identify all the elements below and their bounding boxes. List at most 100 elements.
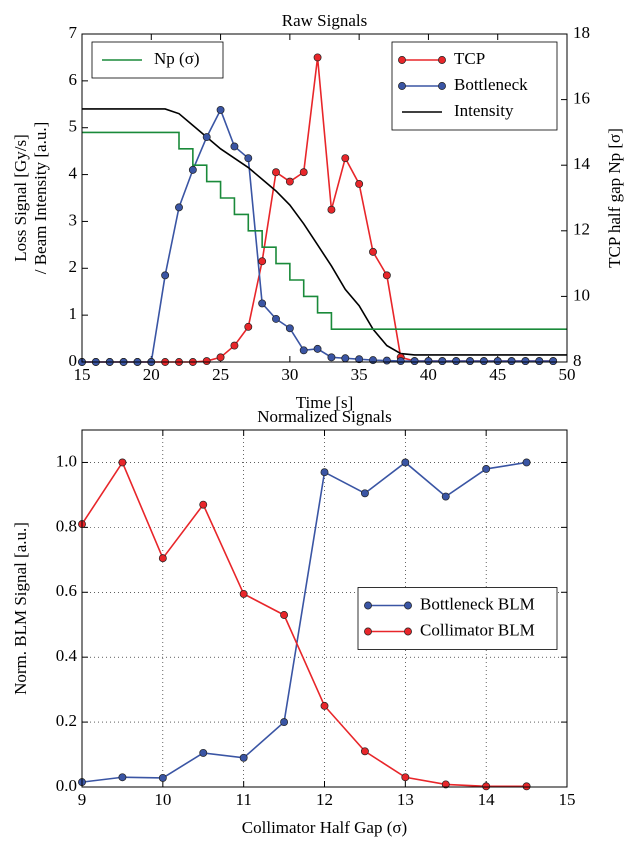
data-point: [355, 355, 364, 364]
y-axis-label: / Beam Intensity [a.u.]: [31, 122, 50, 275]
y2-axis-label: TCP half gap Np [σ]: [605, 128, 624, 268]
data-point: [424, 357, 433, 366]
legend-label: Np (σ): [154, 49, 200, 68]
data-point: [320, 468, 329, 477]
y2-tick-label: 8: [573, 351, 582, 370]
y-tick-label: 3: [69, 210, 78, 229]
data-point: [521, 357, 530, 366]
y2-tick-label: 14: [573, 154, 591, 173]
x-tick-label: 45: [489, 365, 506, 384]
data-point: [401, 458, 410, 467]
series-line: [81, 460, 527, 788]
y-tick-label: 0: [69, 351, 78, 370]
y2-tick-label: 18: [573, 23, 590, 42]
x-tick-label: 15: [559, 790, 576, 809]
data-point: [313, 344, 322, 353]
data-point: [482, 464, 491, 473]
data-point: [161, 271, 170, 280]
legend-marker: [364, 601, 372, 610]
data-point: [258, 257, 267, 266]
legend-label: TCP: [454, 49, 485, 68]
x-tick-label: 14: [478, 790, 496, 809]
data-point: [396, 357, 405, 366]
data-point: [199, 500, 208, 509]
x-tick-label: 50: [559, 365, 576, 384]
data-point: [401, 773, 410, 782]
data-point: [199, 748, 208, 757]
y-tick-label: 2: [69, 257, 78, 276]
data-point: [216, 353, 225, 362]
data-point: [299, 168, 308, 177]
legend-box: [357, 587, 558, 650]
data-point: [341, 154, 350, 163]
y-tick-label: 7: [69, 23, 78, 42]
data-point: [410, 357, 419, 366]
data-point: [280, 611, 289, 619]
legend-marker: [438, 56, 446, 64]
legend-marker: [398, 82, 406, 90]
legend-marker: [404, 627, 412, 636]
data-point: [341, 354, 350, 363]
data-point: [482, 782, 491, 791]
data-point: [188, 165, 197, 174]
legend-label: Intensity: [454, 101, 514, 120]
data-point: [441, 492, 450, 501]
data-point: [549, 357, 558, 366]
x-tick-label: 12: [316, 790, 333, 809]
legend-label: Bottleneck: [454, 75, 528, 94]
data-point: [118, 773, 127, 782]
data-point: [327, 353, 336, 362]
legend-marker: [364, 627, 372, 636]
legend-label: Bottleneck BLM: [420, 594, 535, 613]
series-line: [82, 108, 567, 356]
y-tick-label: 4: [69, 163, 78, 182]
y-axis-label: Norm. BLM Signal [a.u.]: [11, 522, 30, 695]
series-line: [81, 461, 527, 783]
data-point: [452, 357, 461, 366]
data-point: [118, 458, 127, 467]
plot-frame: [81, 429, 568, 788]
data-point: [466, 357, 474, 366]
data-point: [202, 133, 211, 142]
x-tick-label: 13: [397, 790, 414, 809]
data-point: [360, 489, 369, 498]
y-tick-label: 0.2: [56, 711, 77, 730]
data-point: [327, 205, 336, 214]
data-point: [258, 299, 267, 308]
data-point: [216, 105, 225, 114]
x-tick-label: 15: [74, 365, 91, 384]
y-tick-label: 0.4: [56, 646, 78, 665]
y-tick-label: 0.8: [56, 516, 77, 535]
data-point: [382, 356, 391, 365]
data-point: [230, 341, 239, 350]
legend-label: Collimator BLM: [420, 620, 535, 639]
data-point: [175, 203, 183, 212]
data-point: [438, 357, 447, 366]
series-line: [82, 131, 567, 330]
y2-tick-label: 12: [573, 220, 590, 239]
y-tick-label: 6: [69, 70, 78, 89]
y-tick-label: 1: [69, 304, 78, 323]
legend-marker: [438, 82, 446, 90]
data-point: [355, 179, 364, 188]
data-point: [285, 324, 294, 333]
data-point: [369, 356, 377, 365]
data-point: [382, 271, 391, 280]
data-point: [535, 357, 544, 366]
data-point: [522, 782, 531, 791]
data-point: [360, 747, 369, 756]
data-point: [493, 357, 502, 366]
data-point: [280, 718, 289, 727]
data-point: [239, 589, 248, 598]
y2-tick-label: 16: [573, 89, 590, 108]
data-point: [158, 554, 167, 563]
data-point: [507, 357, 516, 366]
data-point: [230, 142, 239, 151]
x-tick-label: 40: [420, 365, 437, 384]
x-tick-label: 9: [78, 790, 87, 809]
data-point: [441, 780, 450, 789]
chart-title: Raw Signals: [282, 11, 367, 30]
data-point: [202, 357, 211, 366]
data-point: [244, 154, 253, 163]
